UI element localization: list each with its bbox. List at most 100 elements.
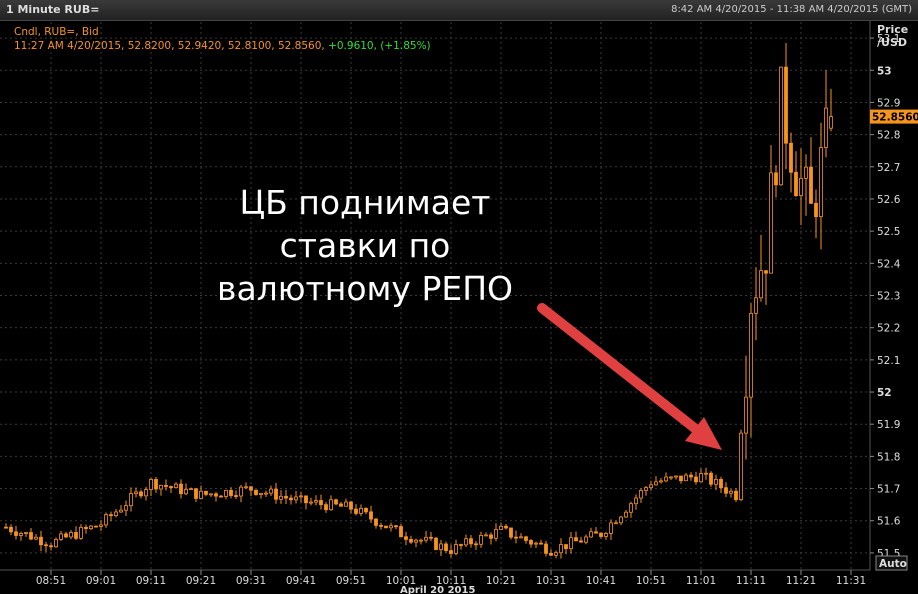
- time-tick-label: 10:41: [586, 575, 616, 587]
- candle-body: [264, 492, 268, 495]
- candle-body: [454, 544, 458, 554]
- candle-body: [334, 499, 338, 505]
- candle-body: [404, 536, 408, 540]
- candle-body: [599, 532, 603, 537]
- candle-body: [509, 527, 513, 538]
- candle-body: [314, 500, 318, 503]
- time-tick-label: 10:21: [486, 575, 516, 587]
- candle-body: [689, 474, 693, 478]
- price-axis: 51.551.651.751.851.95252.152.252.352.452…: [870, 33, 901, 560]
- legend-ohlc: 11:27 AM 4/20/2015, 52.8200, 52.9420, 52…: [14, 40, 431, 52]
- time-tick-label: 09:21: [186, 575, 216, 587]
- candle-body: [814, 202, 818, 218]
- auto-scale-button[interactable]: Auto: [875, 555, 908, 571]
- date-label: April 20 2015: [400, 585, 475, 594]
- candle-body: [794, 171, 798, 197]
- candle-body: [19, 533, 23, 536]
- candle-body: [74, 532, 78, 539]
- candle-body: [194, 488, 198, 499]
- candle-body: [434, 537, 438, 550]
- candle-body: [779, 66, 783, 186]
- time-tick-label: 10:01: [386, 575, 416, 587]
- candle-body: [279, 495, 283, 500]
- candle-body: [614, 522, 618, 525]
- candle-body: [709, 472, 713, 485]
- candle-body: [579, 540, 583, 543]
- candle-body: [424, 536, 428, 541]
- candle-body: [619, 516, 623, 524]
- time-tick-label: 09:41: [286, 575, 316, 587]
- price-tick-label: 52.6: [877, 194, 901, 206]
- price-tick-label: 52.4: [877, 258, 901, 270]
- candle-body: [499, 525, 503, 530]
- price-tick-label: 51.9: [877, 419, 900, 431]
- candle-body: [344, 501, 348, 507]
- candle-body: [154, 479, 158, 490]
- candle-body: [629, 503, 633, 513]
- candle-body: [309, 501, 313, 504]
- candle-body: [569, 537, 573, 550]
- candle-body: [209, 493, 213, 496]
- candle-body: [529, 540, 533, 545]
- candle-body: [519, 536, 523, 539]
- price-tick-label: 52.7: [877, 162, 900, 174]
- candle-body: [654, 481, 658, 486]
- candle-body: [189, 488, 193, 491]
- candle-body: [99, 524, 103, 527]
- candle-body: [734, 490, 738, 500]
- candle-body: [104, 514, 108, 526]
- candle-body: [389, 525, 393, 529]
- candle-body: [604, 533, 608, 537]
- candle-body: [414, 539, 418, 543]
- candle-body: [774, 172, 778, 186]
- price-tick-label: 51.8: [877, 451, 900, 463]
- candle-body: [769, 172, 773, 274]
- candle-body: [349, 501, 353, 510]
- candle-body: [679, 475, 683, 482]
- price-tick-label: 52.9: [877, 97, 900, 109]
- candle-body: [299, 495, 303, 498]
- candle-body: [764, 270, 768, 274]
- time-tick-label: 09:51: [336, 575, 366, 587]
- candle-body: [239, 486, 243, 497]
- candle-body: [384, 525, 388, 529]
- last-price-value: 52.8560: [872, 112, 918, 124]
- candle-body: [284, 495, 288, 499]
- time-tick-label: 10:11: [436, 575, 466, 587]
- candle-body: [34, 536, 38, 540]
- time-axis: 08:51 09:01 09:11 09:21 09:31 09:41 09:51 10:01…: [36, 570, 866, 587]
- candle-body: [594, 531, 598, 534]
- price-tick-label: 52.1: [877, 355, 900, 367]
- time-tick-label: 09:11: [136, 575, 166, 587]
- time-tick-label: 11:31: [836, 575, 866, 587]
- price-tick-label: 52: [877, 387, 892, 399]
- candle-body: [44, 544, 48, 547]
- candle-body: [94, 525, 98, 528]
- candle-body: [574, 537, 578, 542]
- candle-body: [634, 497, 638, 505]
- candle-body: [524, 536, 528, 541]
- time-tick-label: 09:31: [236, 575, 266, 587]
- candle-body: [204, 490, 208, 495]
- candle-body: [639, 490, 643, 499]
- candle-body: [649, 484, 653, 489]
- window-title: 1 Minute RUB=: [6, 3, 100, 16]
- candle-body: [824, 107, 828, 148]
- auto-scale-label: Auto: [879, 558, 907, 570]
- candle-body: [49, 545, 53, 548]
- time-tick-label: 11:01: [686, 575, 716, 587]
- candles: [4, 43, 833, 559]
- candle-body: [739, 432, 743, 500]
- candle-body: [724, 487, 728, 494]
- price-tick-label: 53.1: [877, 33, 900, 45]
- candle-body: [439, 543, 443, 550]
- candle-body: [199, 490, 203, 499]
- time-tick-label: 10:31: [536, 575, 566, 587]
- candle-body: [369, 511, 373, 520]
- candle-body: [584, 536, 588, 543]
- candle-body: [559, 544, 563, 554]
- candle-body: [534, 542, 538, 545]
- candle-body: [4, 526, 8, 529]
- candle-body: [304, 495, 308, 504]
